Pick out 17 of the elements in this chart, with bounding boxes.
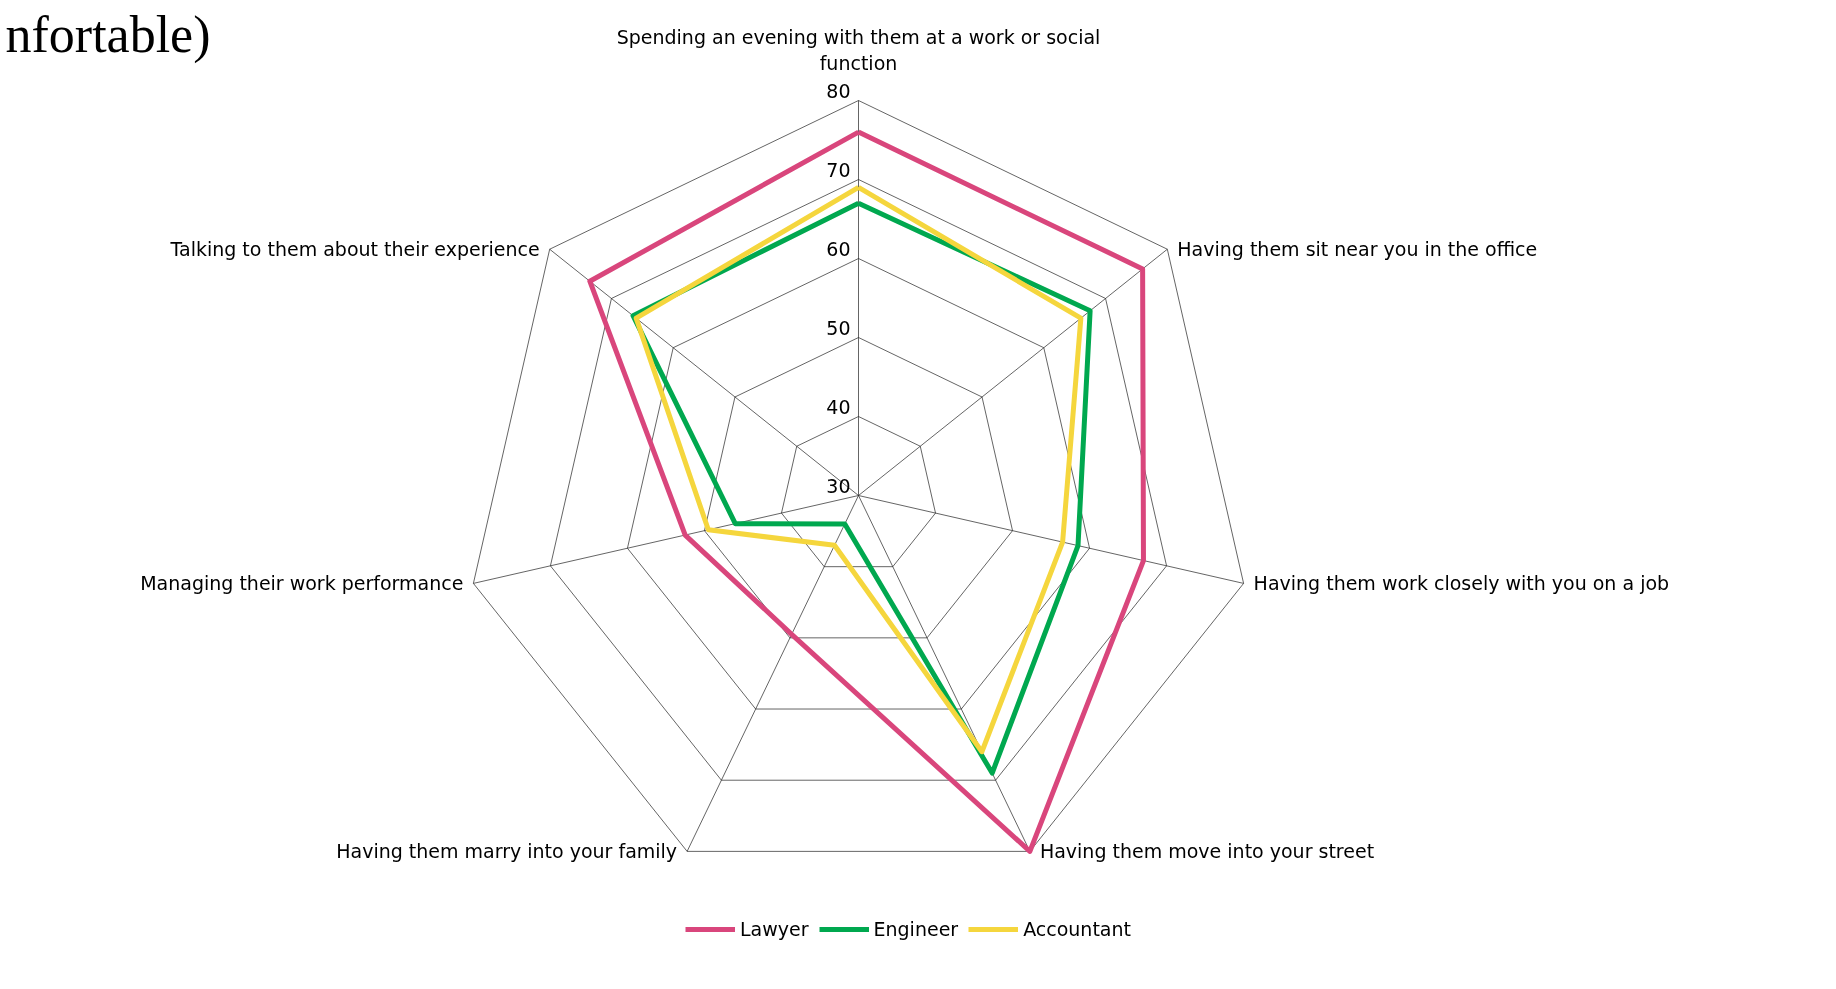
spoke-label: Managing their work performance — [140, 572, 464, 595]
legend-label: Engineer — [873, 918, 959, 940]
y-tick-label: 50 — [826, 316, 851, 339]
spoke-label: Having them sit near you in the office — [1177, 238, 1538, 261]
legend-label: Accountant — [1023, 918, 1131, 940]
spoke-label: Having them work closely with you on a job — [1253, 572, 1670, 595]
y-tick-label: 60 — [826, 237, 851, 260]
y-tick-label: 70 — [826, 158, 851, 181]
y-tick-label: 30 — [826, 474, 851, 497]
spoke-label: Having them marry into your family — [336, 840, 678, 863]
y-tick-label: 40 — [826, 395, 851, 418]
y-tick-label: 80 — [826, 79, 851, 102]
legend-label: Lawyer — [740, 918, 809, 940]
chart-title: nfortable) — [5, 5, 211, 64]
spoke-label: Talking to them about their experience — [169, 238, 540, 261]
spoke-label: Spending an evening with them at a work or social function — [616, 26, 1101, 75]
spoke-label: Having them move into your street — [1039, 840, 1375, 863]
